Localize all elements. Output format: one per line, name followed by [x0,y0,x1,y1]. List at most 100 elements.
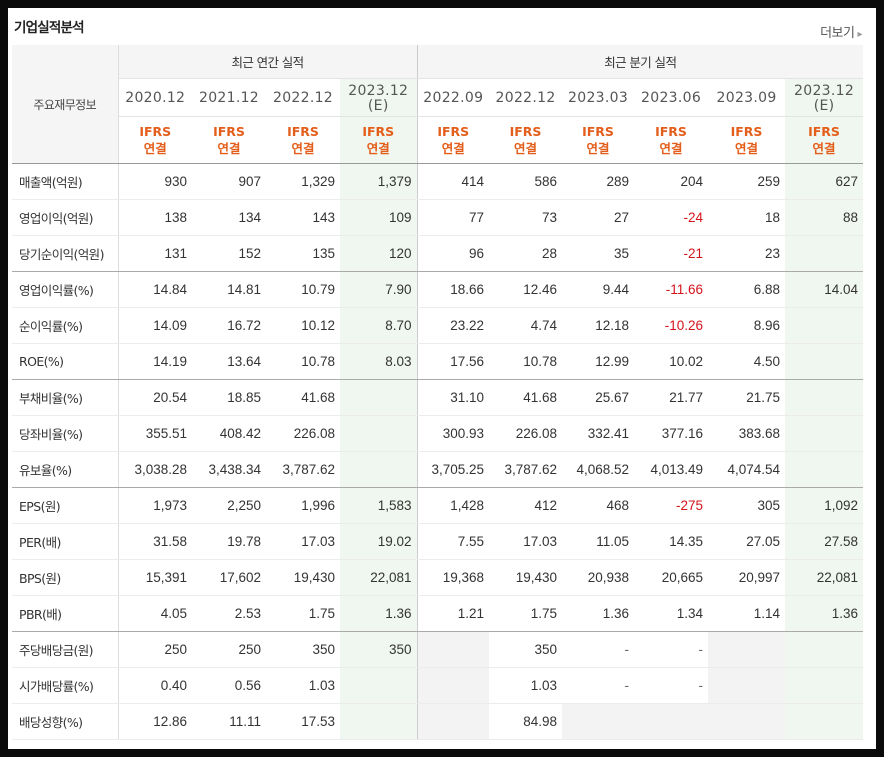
column-date: 2020.12 [125,89,186,106]
table-cell: 4,074.54 [708,451,786,488]
table-cell: 41.68 [266,379,340,416]
table-cell: 627 [785,163,864,200]
table-cell: 7.55 [417,523,490,560]
table-cell: 350 [489,631,563,668]
table-cell: 12.46 [489,271,563,308]
table-cell: 25.67 [562,379,635,416]
table-cell: 204 [634,163,709,200]
column-basis-header: IFRS 연결 [340,116,418,164]
table-cell: 468 [562,487,635,524]
table-cell: 17.03 [489,523,563,560]
column-date-header: 2022.12 [489,78,563,117]
table-cell: 930 [118,163,192,200]
column-date: 2023.06 [641,89,702,106]
consolidation-basis: 연결 [217,141,241,156]
table-cell: 23.22 [417,307,490,344]
column-date-header: 2023.12 (E) [785,78,864,117]
table-cell: 1,329 [266,163,340,200]
table-cell [417,703,490,740]
column-basis-header: IFRS 연결 [192,116,266,164]
table-cell: 35 [562,235,635,272]
column-date-header: 2023.03 [562,78,635,117]
table-cell: 355.51 [118,415,192,452]
table-cell: 1.03 [489,667,563,704]
table-cell: 18.85 [192,379,266,416]
table-cell: 1.03 [266,667,340,704]
table-cell: 3,787.62 [489,451,563,488]
table-cell: 14.19 [118,343,192,380]
table-row: PER(배) 31.58 19.78 17.03 19.02 7.55 17.03 11.05… [12,523,864,560]
column-date-header: 2022.12 [266,78,340,117]
table-cell: 250 [118,631,192,668]
table-cell: 23 [708,235,786,272]
table-row: 매출액(억원) 930 907 1,329 1,379 414 586 289 204 259 62… [12,163,864,200]
table-cell: 1,583 [340,487,418,524]
column-date: 2022.09 [423,89,484,106]
table-row: 당좌비율(%) 355.51 408.42 226.08 300.93 226.08 332… [12,415,864,452]
table-row: PBR(배) 4.05 2.53 1.75 1.36 1.21 1.75 1.36 1.34 1.… [12,595,864,632]
table-row: 영업이익률(%) 14.84 14.81 10.79 7.90 18.66 12.46 9.4… [12,271,864,308]
table-cell [785,343,864,380]
consolidation-basis: 연결 [514,141,538,156]
table-cell: 13.64 [192,343,266,380]
table-cell: 77 [417,199,490,236]
table-cell: 1,092 [785,487,864,524]
table-cell: 1.75 [266,595,340,632]
table-header: 주요재무정보 최근 연간 실적 최근 분기 실적 2020.12 2021.12 2… [12,45,864,164]
table-cell: 305 [708,487,786,524]
consolidation-basis: 연결 [366,141,390,156]
table-cell [562,703,635,740]
table-cell: 12.99 [562,343,635,380]
table-cell: 12.86 [118,703,192,740]
table-cell [340,415,418,452]
table-cell [340,451,418,488]
table-cell: 300.93 [417,415,490,452]
consolidation-basis: 연결 [735,141,759,156]
more-link[interactable]: 더보기 ▸ [820,22,862,41]
table-cell: 8.03 [340,343,418,380]
table-cell: 19,430 [266,559,340,596]
accounting-standard: IFRS [655,124,687,139]
column-date-header: 2021.12 [192,78,266,117]
table-cell [785,703,864,740]
table-cell: 22,081 [340,559,418,596]
row-label: BPS(원) [12,559,119,596]
table-cell: 350 [340,631,418,668]
table-cell: 143 [266,199,340,236]
table-cell [417,667,490,704]
row-label: 영업이익률(%) [12,271,119,308]
table-cell: 14.35 [634,523,709,560]
table-cell: 4,068.52 [562,451,635,488]
column-date: 2023.03 [568,89,629,106]
table-cell: 1,996 [266,487,340,524]
table-cell: 2,250 [192,487,266,524]
table-row: 당기순이익(억원) 131 152 135 120 96 28 35 -21 23 [12,235,864,272]
column-date-header: 2023.12 (E) [340,78,418,117]
row-label: 시가배당률(%) [12,667,119,704]
row-header-label: 주요재무정보 [12,45,119,164]
accounting-standard: IFRS [287,124,319,139]
table-cell [340,667,418,704]
table-cell: -11.66 [634,271,709,308]
table-cell: 134 [192,199,266,236]
accounting-standard: IFRS [582,124,614,139]
table-cell: 120 [340,235,418,272]
table-cell: 1.36 [562,595,635,632]
table-cell: 907 [192,163,266,200]
table-cell: 4,013.49 [634,451,709,488]
accounting-standard: IFRS [213,124,245,139]
table-cell: 22,081 [785,559,864,596]
column-basis-header: IFRS 연결 [634,116,709,164]
table-cell: 3,705.25 [417,451,490,488]
column-basis-header: IFRS 연결 [708,116,786,164]
table-cell: 16.72 [192,307,266,344]
estimate-marker: (E) [367,97,389,114]
table-cell: - [562,631,635,668]
consolidation-basis: 연결 [812,141,836,156]
table-row: EPS(원) 1,973 2,250 1,996 1,583 1,428 412 468 -27… [12,487,864,524]
table-cell [785,379,864,416]
table-cell: -10.26 [634,307,709,344]
table-cell: 10.78 [266,343,340,380]
chevron-right-icon: ▸ [857,29,862,40]
table-cell: 3,438.34 [192,451,266,488]
